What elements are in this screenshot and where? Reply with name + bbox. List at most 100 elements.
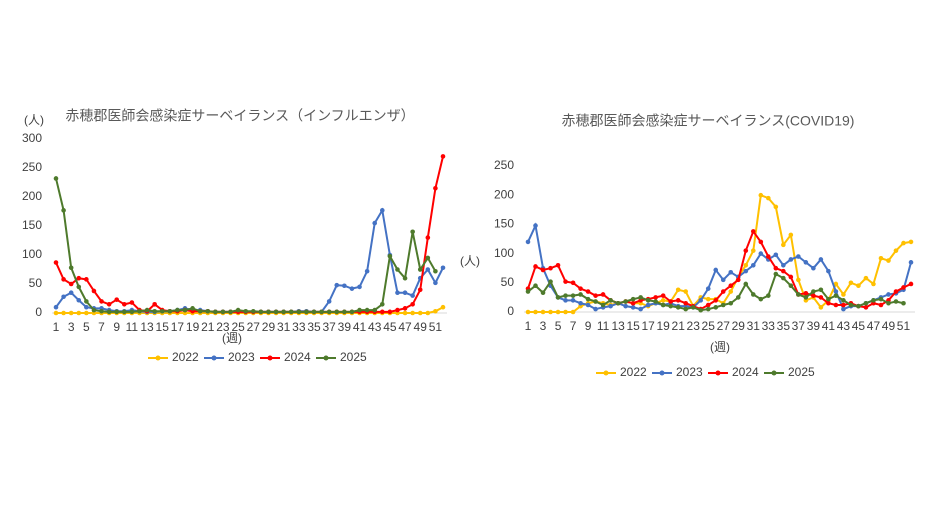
data-point: [326, 309, 332, 315]
x-tick-label: 41: [353, 320, 367, 334]
data-point: [235, 307, 241, 313]
data-point: [106, 302, 112, 307]
x-tick-label: 17: [641, 319, 655, 333]
data-point: [548, 279, 553, 284]
x-tick-label: 31: [277, 320, 291, 334]
data-point: [675, 287, 681, 293]
legend-label: 2025: [340, 350, 367, 364]
data-point: [364, 268, 370, 274]
data-point: [728, 283, 734, 289]
data-point: [908, 281, 914, 287]
x-tick-label: 7: [570, 319, 577, 333]
data-point: [563, 298, 568, 303]
data-point: [698, 298, 704, 303]
data-point: [653, 295, 658, 300]
data-point: [826, 296, 831, 302]
data-point: [159, 308, 165, 314]
data-point: [788, 283, 794, 289]
x-tick-label: 15: [156, 320, 170, 334]
data-point: [623, 299, 628, 304]
x-tick-label: 27: [717, 319, 731, 333]
data-point: [593, 299, 598, 304]
data-point: [796, 277, 801, 283]
legend-marker: [715, 370, 721, 376]
data-point: [826, 300, 831, 306]
data-point: [675, 305, 681, 310]
data-point: [53, 304, 59, 310]
x-tick-label: 1: [53, 320, 60, 334]
data-point: [788, 257, 794, 262]
y-tick-label: 150: [494, 217, 514, 231]
x-axis-label: (週): [222, 331, 242, 345]
data-point: [114, 309, 120, 315]
data-point: [129, 309, 135, 315]
data-point: [705, 302, 711, 308]
data-point: [288, 309, 294, 315]
data-point: [548, 265, 553, 271]
legend-label: 2025: [788, 365, 815, 379]
data-point: [720, 277, 726, 283]
chart: 赤穂郡医師会感染症サーベイランス（インフルエンザ） (人) (週) 0 50 100 150…: [22, 108, 447, 364]
data-point: [863, 305, 869, 310]
x-tick-label: 29: [262, 320, 276, 334]
data-point: [690, 305, 696, 310]
data-point: [342, 283, 347, 289]
data-point: [311, 309, 317, 315]
data-point: [811, 265, 816, 271]
data-point: [758, 192, 764, 198]
chart-title: 赤穂郡医師会感染症サーベイランス(COVID19): [562, 113, 855, 129]
data-point: [848, 280, 854, 286]
data-point: [705, 296, 711, 302]
data-point: [533, 223, 538, 228]
data-point: [525, 289, 531, 294]
y-tick-label: 50: [501, 275, 515, 289]
data-point: [349, 309, 355, 315]
x-tick-label: 37: [322, 320, 336, 334]
y-tick-label: 150: [22, 218, 42, 232]
x-tick-label: 49: [882, 319, 896, 333]
x-tick-label: 29: [732, 319, 746, 333]
data-point: [623, 303, 628, 309]
data-point: [555, 309, 561, 315]
x-tick-label: 47: [398, 320, 412, 334]
chart-title: 赤穂郡医師会感染症サーベイランス（インフルエンザ）: [65, 108, 414, 124]
data-point: [433, 268, 438, 274]
data-point: [841, 292, 846, 297]
x-tick-label: 35: [307, 320, 321, 334]
data-point: [425, 235, 431, 240]
x-tick-label: 7: [98, 320, 105, 334]
series-line: [55, 207, 444, 313]
data-point: [901, 240, 906, 246]
legend-label: 2022: [620, 365, 647, 379]
data-point: [766, 293, 771, 298]
data-point: [319, 309, 324, 315]
data-point: [425, 267, 431, 272]
data-point: [750, 262, 756, 268]
data-point: [698, 307, 704, 313]
y-tick-label: 250: [494, 158, 514, 172]
data-point: [668, 303, 673, 309]
data-point: [533, 283, 538, 289]
data-point: [144, 307, 150, 313]
data-point: [91, 288, 97, 294]
data-point: [833, 281, 839, 287]
data-point: [533, 309, 538, 315]
data-point: [886, 258, 891, 263]
data-point: [893, 289, 899, 294]
data-point: [533, 264, 538, 269]
data-point: [387, 309, 393, 315]
x-tick-label: 27: [247, 320, 261, 334]
data-point: [886, 300, 891, 306]
data-point: [683, 306, 689, 312]
legend-label: 2022: [172, 350, 199, 364]
data-point: [228, 309, 233, 315]
data-point: [630, 296, 636, 302]
data-point: [53, 176, 59, 181]
x-tick-label: 47: [867, 319, 881, 333]
data-point: [540, 267, 546, 273]
data-point: [106, 309, 112, 315]
data-point: [402, 310, 408, 316]
data-point: [878, 296, 884, 302]
data-point: [357, 284, 362, 290]
data-point: [901, 300, 906, 306]
